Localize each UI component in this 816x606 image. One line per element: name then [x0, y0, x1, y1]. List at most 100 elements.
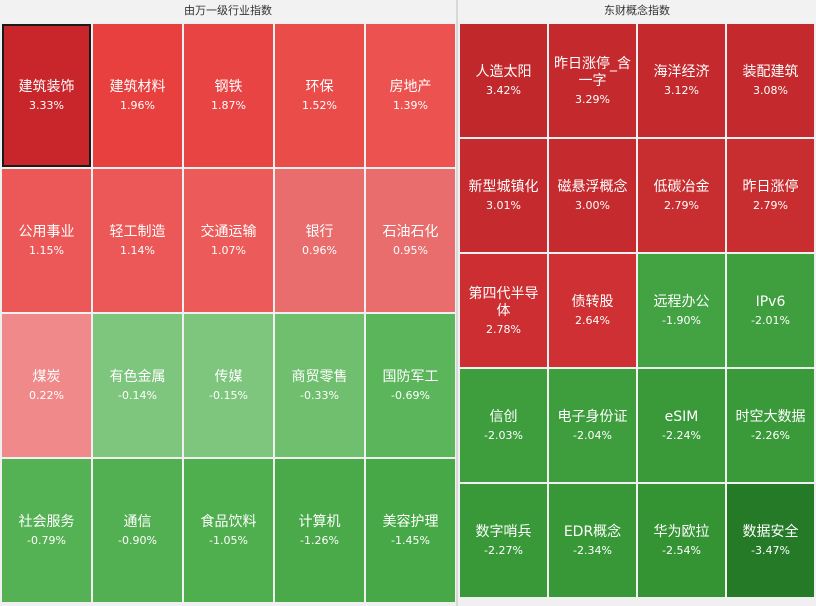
- tile-change-percent: -0.90%: [118, 534, 157, 547]
- industry-tile[interactable]: 通信 -0.90%: [93, 459, 182, 602]
- concept-tile[interactable]: IPv6 -2.01%: [727, 254, 814, 367]
- concept-tile[interactable]: 海洋经济 3.12%: [638, 24, 725, 137]
- concept-tile[interactable]: EDR概念 -2.34%: [549, 484, 636, 597]
- tile-name: 有色金属: [109, 369, 166, 385]
- concept-tile[interactable]: 时空大数据 -2.26%: [727, 369, 814, 482]
- concept-tile[interactable]: 远程办公 -1.90%: [638, 254, 725, 367]
- industry-tile[interactable]: 建筑材料 1.96%: [93, 24, 182, 167]
- tile-name: 通信: [123, 514, 152, 530]
- panel-divider: [456, 0, 458, 606]
- industry-tile[interactable]: 商贸零售 -0.33%: [275, 314, 364, 457]
- industry-tile[interactable]: 轻工制造 1.14%: [93, 169, 182, 312]
- concept-heatmap-grid: 人造太阳 3.42% 昨日涨停_含一字 3.29% 海洋经济 3.12% 装配建筑 3.08%…: [460, 24, 814, 597]
- industry-tile[interactable]: 美容护理 -1.45%: [366, 459, 455, 602]
- tile-change-percent: -1.45%: [391, 534, 430, 547]
- tile-change-percent: 1.39%: [393, 99, 428, 112]
- tile-change-percent: -0.79%: [27, 534, 66, 547]
- tile-name: 计算机: [298, 514, 341, 530]
- tile-name: 低碳冶金: [653, 179, 710, 195]
- industry-tile[interactable]: 计算机 -1.26%: [275, 459, 364, 602]
- concept-tile[interactable]: 数字哨兵 -2.27%: [460, 484, 547, 597]
- tile-name: 新型城镇化: [468, 179, 539, 195]
- tile-change-percent: -1.26%: [300, 534, 339, 547]
- tile-change-percent: 1.15%: [29, 244, 64, 257]
- concept-tile[interactable]: 磁悬浮概念 3.00%: [549, 139, 636, 252]
- industry-tile[interactable]: 食品饮料 -1.05%: [184, 459, 273, 602]
- tile-change-percent: 3.08%: [753, 84, 788, 97]
- concept-tile[interactable]: eSIM -2.24%: [638, 369, 725, 482]
- industry-tile[interactable]: 国防军工 -0.69%: [366, 314, 455, 457]
- industry-tile[interactable]: 银行 0.96%: [275, 169, 364, 312]
- industry-tile[interactable]: 钢铁 1.87%: [184, 24, 273, 167]
- concept-index-panel: 东财概念指数 人造太阳 3.42% 昨日涨停_含一字 3.29% 海洋经济 3.12% 装配…: [458, 0, 816, 606]
- tile-name: 公用事业: [18, 224, 75, 240]
- tile-change-percent: 1.52%: [302, 99, 337, 112]
- tile-change-percent: -2.03%: [484, 429, 523, 442]
- tile-change-percent: 3.00%: [575, 199, 610, 212]
- tile-change-percent: -2.34%: [573, 544, 612, 557]
- concept-tile[interactable]: 数据安全 -3.47%: [727, 484, 814, 597]
- tile-change-percent: 3.12%: [664, 84, 699, 97]
- concept-tile[interactable]: 债转股 2.64%: [549, 254, 636, 367]
- tile-name: 银行: [305, 224, 334, 240]
- tile-name: 美容护理: [382, 514, 439, 530]
- tile-name: 海洋经济: [653, 64, 710, 80]
- concept-tile[interactable]: 华为欧拉 -2.54%: [638, 484, 725, 597]
- tile-name: 昨日涨停_含一字: [554, 55, 631, 89]
- concept-tile[interactable]: 低碳冶金 2.79%: [638, 139, 725, 252]
- industry-tile[interactable]: 有色金属 -0.14%: [93, 314, 182, 457]
- tile-change-percent: 0.22%: [29, 389, 64, 402]
- tile-change-percent: -2.54%: [662, 544, 701, 557]
- tile-name: 华为欧拉: [653, 524, 710, 540]
- industry-tile[interactable]: 传媒 -0.15%: [184, 314, 273, 457]
- industry-tile[interactable]: 交通运输 1.07%: [184, 169, 273, 312]
- concept-tile[interactable]: 昨日涨停_含一字 3.29%: [549, 24, 636, 137]
- tile-change-percent: -1.90%: [662, 314, 701, 327]
- industry-tile[interactable]: 公用事业 1.15%: [2, 169, 91, 312]
- tile-change-percent: 2.64%: [575, 314, 610, 327]
- tile-change-percent: -0.15%: [209, 389, 248, 402]
- industry-tile[interactable]: 煤炭 0.22%: [2, 314, 91, 457]
- tile-change-percent: 0.95%: [393, 244, 428, 257]
- concept-tile[interactable]: 人造太阳 3.42%: [460, 24, 547, 137]
- tile-name: 轻工制造: [109, 224, 166, 240]
- tile-name: 房地产: [389, 79, 432, 95]
- concept-tile[interactable]: 电子身份证 -2.04%: [549, 369, 636, 482]
- concept-tile[interactable]: 信创 -2.03%: [460, 369, 547, 482]
- industry-tile[interactable]: 社会服务 -0.79%: [2, 459, 91, 602]
- tile-name: 信创: [489, 409, 518, 425]
- industry-tile[interactable]: 建筑装饰 3.33%: [2, 24, 91, 167]
- industry-tile[interactable]: 石油石化 0.95%: [366, 169, 455, 312]
- tile-name: 石油石化: [382, 224, 439, 240]
- tile-name: 电子身份证: [557, 409, 628, 425]
- industry-tile[interactable]: 房地产 1.39%: [366, 24, 455, 167]
- concept-tile[interactable]: 新型城镇化 3.01%: [460, 139, 547, 252]
- tile-change-percent: 2.79%: [753, 199, 788, 212]
- tile-name: 社会服务: [18, 514, 75, 530]
- tile-change-percent: 3.33%: [29, 99, 64, 112]
- tile-name: 国防军工: [382, 369, 439, 385]
- tile-change-percent: -2.01%: [751, 314, 790, 327]
- tile-name: 交通运输: [200, 224, 257, 240]
- concept-tile[interactable]: 昨日涨停 2.79%: [727, 139, 814, 252]
- tile-name: 数据安全: [742, 524, 799, 540]
- tile-change-percent: 3.42%: [486, 84, 521, 97]
- tile-name: 建筑装饰: [18, 79, 75, 95]
- concept-tile[interactable]: 装配建筑 3.08%: [727, 24, 814, 137]
- tile-name: 时空大数据: [735, 409, 806, 425]
- tile-change-percent: 2.78%: [486, 322, 521, 336]
- tile-change-percent: -0.33%: [300, 389, 339, 402]
- tile-change-percent: -0.69%: [391, 389, 430, 402]
- tile-change-percent: 0.96%: [302, 244, 337, 257]
- tile-name: 传媒: [214, 369, 243, 385]
- tile-change-percent: -2.24%: [662, 429, 701, 442]
- tile-change-percent: -2.04%: [573, 429, 612, 442]
- industry-heatmap-grid: 建筑装饰 3.33% 建筑材料 1.96% 钢铁 1.87% 环保 1.52% 房地产 1.39%…: [2, 24, 455, 602]
- industry-tile[interactable]: 环保 1.52%: [275, 24, 364, 167]
- tile-change-percent: 1.14%: [120, 244, 155, 257]
- concept-tile[interactable]: 第四代半导体 2.78%: [460, 254, 547, 367]
- tile-change-percent: -2.26%: [751, 429, 790, 442]
- tile-name: 磁悬浮概念: [557, 179, 628, 195]
- tile-name: 环保: [305, 79, 334, 95]
- tile-name: 商贸零售: [291, 369, 348, 385]
